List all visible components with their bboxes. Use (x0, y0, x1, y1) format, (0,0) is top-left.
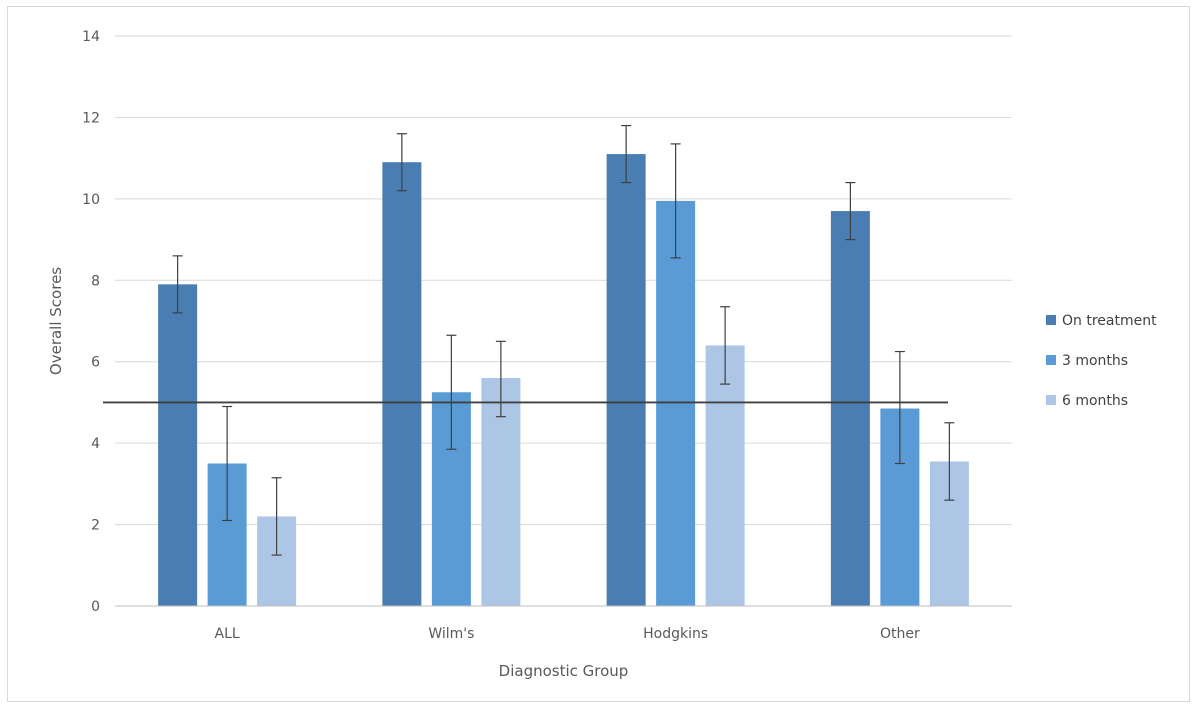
x-axis-title: Diagnostic Group (499, 662, 629, 680)
y-tick-label: 2 (91, 518, 100, 534)
chart-area (7, 6, 1190, 702)
y-tick-label: 6 (91, 355, 100, 371)
y-tick-label: 10 (82, 192, 100, 208)
bar (158, 284, 198, 606)
y-axis-title: Overall Scores (47, 267, 65, 375)
legend-label: On treatment (1062, 313, 1157, 329)
x-tick-label: ALL (215, 626, 240, 642)
bar (656, 200, 696, 606)
legend-label: 6 months (1062, 393, 1128, 409)
y-tick-label: 12 (82, 110, 100, 126)
bar (705, 345, 745, 606)
y-tick-label: 8 (91, 273, 100, 289)
x-tick-label: Hodgkins (643, 626, 708, 642)
x-tick-label: Other (880, 626, 920, 642)
legend-label: 3 months (1062, 353, 1128, 369)
legend-swatch (1046, 315, 1056, 325)
bar (830, 211, 870, 607)
bar (606, 154, 646, 607)
legend-swatch (1046, 355, 1056, 365)
legend-swatch (1046, 395, 1056, 405)
y-tick-label: 14 (82, 29, 100, 45)
y-tick-label: 4 (91, 436, 100, 452)
bar (382, 162, 422, 606)
x-tick-label: Wilm's (428, 626, 474, 642)
y-tick-label: 0 (91, 599, 100, 615)
